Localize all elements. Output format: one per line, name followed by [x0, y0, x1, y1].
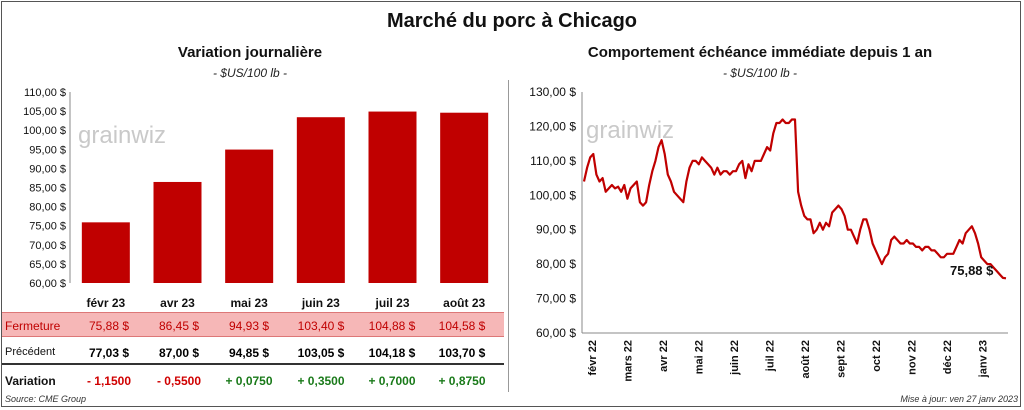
x-tick-label: janv 23 — [978, 340, 990, 378]
bar — [81, 222, 130, 283]
bar — [440, 112, 489, 283]
variation-value: + 0,0750 — [225, 374, 273, 388]
y-tick-label: 85,00 $ — [29, 183, 66, 195]
y-tick-label: 75,00 $ — [29, 221, 66, 233]
close-label: Fermeture — [5, 319, 61, 333]
bar — [296, 117, 345, 283]
y-tick-label: 120,00 $ — [529, 119, 576, 133]
x-tick-label: févr 23 — [86, 296, 125, 310]
y-tick-label: 100,00 $ — [529, 188, 576, 202]
y-tick-label: 105,00 $ — [23, 106, 66, 118]
variation-value: + 0,3500 — [297, 374, 345, 388]
x-tick-label: oct 22 — [871, 340, 883, 372]
previous-value: 104,18 $ — [368, 346, 416, 360]
y-tick-label: 95,00 $ — [29, 144, 66, 156]
y-tick-label: 110,00 $ — [24, 87, 66, 99]
variation-label: Variation — [5, 374, 56, 388]
previous-value: 77,03 $ — [88, 346, 130, 360]
x-tick-label: juin 23 — [301, 296, 340, 310]
x-tick-label: juil 22 — [765, 340, 777, 372]
y-tick-label: 80,00 $ — [29, 202, 66, 214]
right-chart-title: Comportement échéance immédiate depuis 1… — [587, 44, 933, 61]
y-tick-label: 130,00 $ — [529, 85, 576, 99]
y-tick-label: 70,00 $ — [536, 292, 576, 306]
y-tick-label: 80,00 $ — [536, 257, 576, 271]
y-tick-label: 60,00 $ — [29, 278, 66, 290]
right-chart-unit: - $US/100 lb - — [722, 66, 798, 80]
panel-divider — [508, 80, 509, 392]
left-chart-unit: - $US/100 lb - — [212, 66, 288, 80]
x-tick-label: nov 22 — [907, 340, 919, 375]
page-title: Marché du porc à Chicago — [386, 10, 638, 32]
x-tick-label: avr 23 — [160, 296, 195, 310]
bar-chart: grainwiz 60,00 $ 65,00 $ 70,00 $ 75,00 $ 80,0… — [23, 87, 489, 310]
x-tick-label: mai 23 — [230, 296, 268, 310]
previous-value: 103,05 $ — [297, 346, 345, 360]
x-tick-label: août 22 — [800, 340, 812, 379]
bar — [225, 149, 274, 283]
source-note: Source: CME Group — [5, 394, 87, 404]
variation-value: + 0,7000 — [368, 374, 416, 388]
x-tick-label: juil 23 — [374, 296, 409, 310]
left-chart-title: Variation journalière — [177, 44, 323, 61]
line-chart: grainwiz 60,00 $ 70,00 $ 80,00 $ 90,00 $ 100,… — [529, 85, 1008, 382]
x-tick-label: sept 22 — [836, 340, 848, 378]
x-tick-label: févr 22 — [587, 340, 599, 375]
close-row: Fermeture 75,88 $ 86,45 $ 94,93 $ 103,40… — [2, 312, 504, 337]
watermark-logo: grainwiz — [78, 122, 166, 149]
y-tick-label: 110,00 $ — [530, 154, 576, 168]
last-value-label: 75,88 $ — [950, 263, 994, 278]
y-tick-label: 60,00 $ — [536, 326, 576, 340]
close-value: 94,93 $ — [228, 319, 270, 333]
close-value: 103,40 $ — [297, 319, 345, 333]
close-value: 104,88 $ — [368, 319, 416, 333]
previous-label: Précédent — [5, 346, 56, 358]
variation-value: - 0,5500 — [156, 374, 202, 388]
x-tick-label: mai 22 — [694, 340, 706, 374]
close-value: 104,58 $ — [438, 319, 486, 333]
variation-value: + 0,8750 — [438, 374, 486, 388]
x-tick-label: août 23 — [443, 296, 485, 310]
previous-value: 103,70 $ — [438, 346, 486, 360]
variation-value: - 1,1500 — [86, 374, 132, 388]
x-tick-label: juin 22 — [729, 340, 741, 376]
y-tick-label: 100,00 $ — [23, 125, 66, 137]
y-tick-label: 70,00 $ — [29, 240, 66, 252]
y-tick-label: 65,00 $ — [29, 259, 66, 271]
price-line — [582, 118, 1007, 280]
x-tick-label: mars 22 — [623, 340, 635, 382]
y-tick-label: 90,00 $ — [536, 223, 576, 237]
update-note: Mise à jour: ven 27 janv 2023 — [900, 394, 1018, 404]
y-tick-label: 90,00 $ — [29, 163, 66, 175]
close-value: 75,88 $ — [88, 319, 130, 333]
x-tick-label: déc 22 — [942, 340, 954, 374]
previous-value: 94,85 $ — [228, 346, 270, 360]
previous-row: Précédent 77,03 $ 87,00 $ 94,85 $ 103,05… — [2, 340, 504, 365]
variation-row: Variation - 1,1500 - 0,5500 + 0,0750 + 0… — [2, 368, 504, 393]
bar — [153, 181, 202, 283]
x-tick-label: avr 22 — [658, 340, 670, 372]
close-value: 86,45 $ — [158, 319, 200, 333]
watermark-logo: grainwiz — [586, 117, 674, 144]
previous-value: 87,00 $ — [158, 346, 200, 360]
bar — [368, 111, 417, 283]
